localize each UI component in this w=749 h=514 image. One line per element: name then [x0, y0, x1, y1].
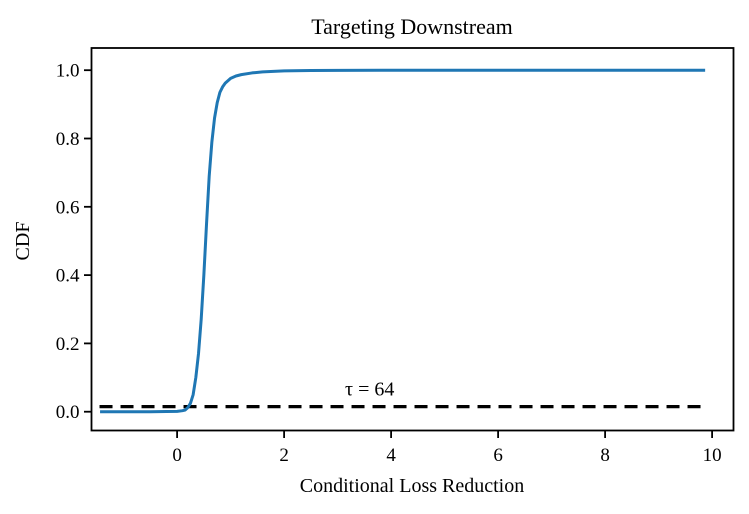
x-tick-label: 2	[279, 445, 289, 466]
x-tick-label: 6	[493, 445, 503, 466]
chart-title: Targeting Downstream	[311, 14, 513, 39]
y-tick-label: 0.8	[56, 129, 80, 150]
y-tick-label: 0.4	[56, 266, 80, 287]
x-tick-label: 8	[600, 445, 610, 466]
x-tick-label: 10	[703, 445, 722, 466]
plot-area: 0 2 4 6 8 10 0.0 0.2 0.4 0.6 0.8 1.0	[56, 47, 735, 466]
x-tick-label: 4	[386, 445, 396, 466]
y-tick-label: 0.6	[56, 197, 80, 218]
x-tick-label: 0	[172, 445, 182, 466]
axes-frame	[90, 47, 735, 432]
y-axis-label: CDF	[12, 222, 34, 261]
y-tick-label: 0.2	[56, 334, 80, 355]
y-tick-label: 1.0	[56, 61, 80, 82]
x-axis-label: Conditional Loss Reduction	[300, 475, 524, 497]
cdf-curve	[100, 68, 706, 414]
threshold-label: τ = 64	[345, 379, 394, 401]
y-tick-label: 0.0	[56, 402, 80, 423]
